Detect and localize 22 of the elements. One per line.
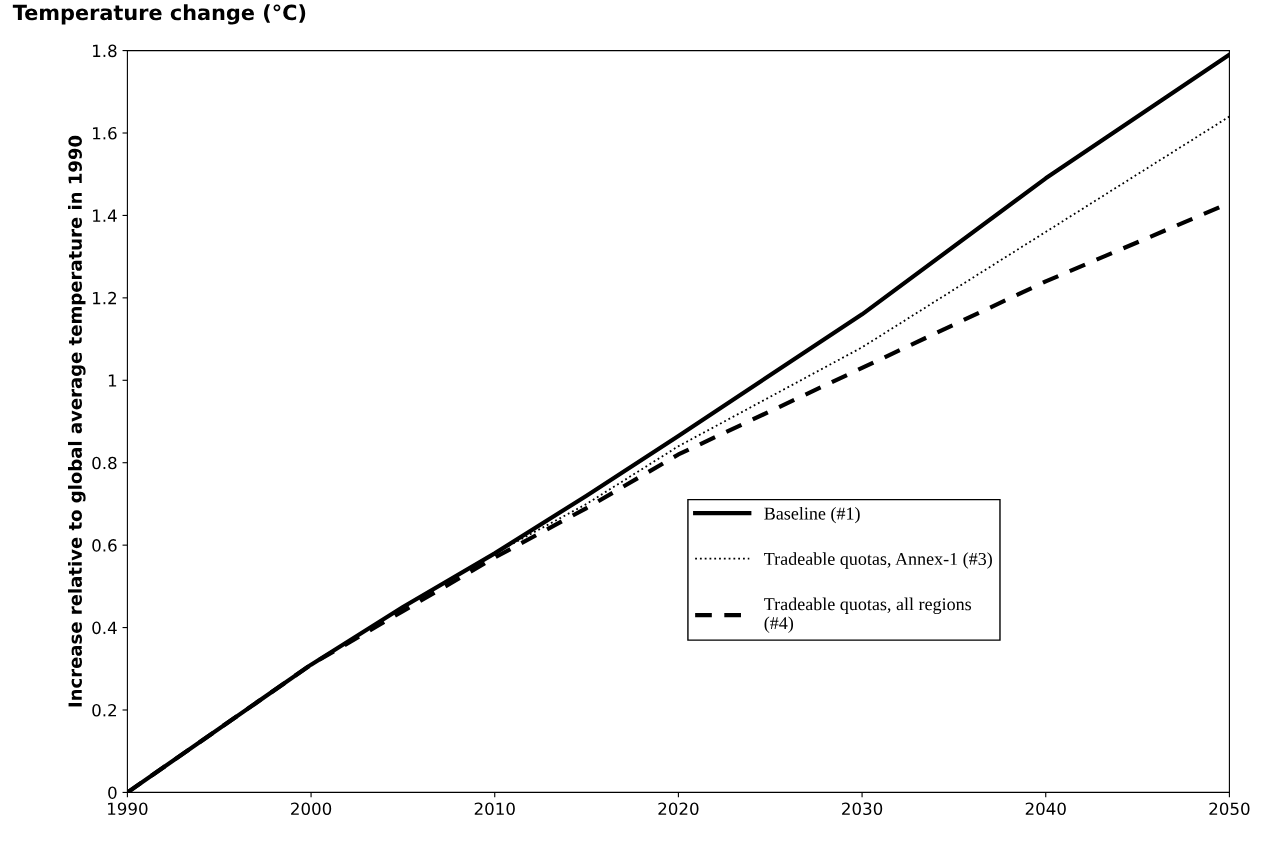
y-tick-label: 1.2 — [93, 291, 117, 305]
legend-label: Baseline (#1) — [764, 506, 860, 524]
y-tick-label: 0.8 — [92, 456, 117, 470]
x-tick-label: 2010 — [474, 802, 515, 816]
x-tick-label: 2050 — [1209, 802, 1250, 816]
y-axis-title: Increase relative to global average temperature in 1990 — [68, 135, 86, 707]
x-tick-label: 1990 — [108, 802, 148, 816]
y-tick-label: 0.4 — [92, 621, 117, 635]
x-tick-label: 2020 — [658, 802, 699, 816]
y-tick-label: 1.6 — [93, 126, 117, 140]
y-tick-label: 1 — [108, 374, 117, 387]
legend-label: Tradeable quotas, Annex-1 (#3) — [764, 552, 992, 569]
x-tick-label: 2040 — [1025, 802, 1066, 816]
legend-label: Tradeable quotas, all regions (#4) — [764, 597, 972, 633]
y-tick-label: 0.2 — [92, 703, 117, 717]
chart-title: Temperature change (°C) — [12, 4, 306, 25]
y-tick-label: 1.4 — [93, 209, 117, 222]
x-tick-label: 2000 — [291, 802, 332, 816]
x-tick-label: 2030 — [842, 802, 883, 816]
y-tick-label: 1.8 — [93, 44, 117, 58]
y-tick-label: 0 — [108, 786, 117, 799]
y-tick-label: 0.6 — [92, 539, 117, 552]
